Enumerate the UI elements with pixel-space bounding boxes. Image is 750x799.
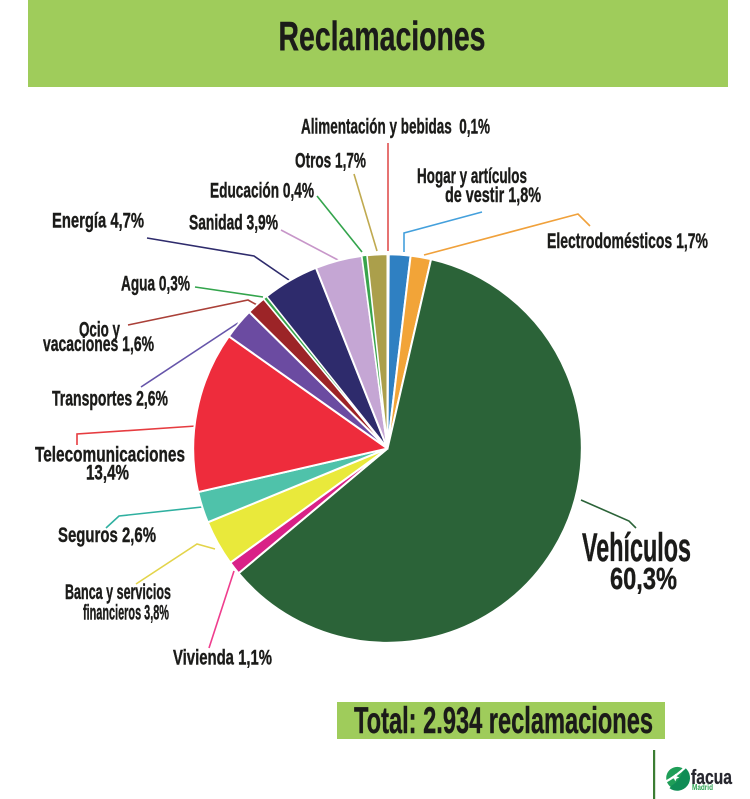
svg-text:Seguros 2,6%: Seguros 2,6%: [58, 523, 156, 547]
svg-text:de vestir 1,8%: de vestir 1,8%: [445, 183, 541, 207]
svg-text:Sanidad 3,9%: Sanidad 3,9%: [189, 211, 278, 235]
svg-text:Reclamaciones: Reclamaciones: [279, 13, 486, 59]
svg-text:Telecomunicaciones: Telecomunicaciones: [35, 443, 185, 467]
svg-text:Total: 2.934 reclamaciones: Total: 2.934 reclamaciones: [354, 700, 653, 741]
svg-text:Ocio y: Ocio y: [79, 318, 120, 342]
svg-text:Madrid: Madrid: [692, 783, 713, 792]
svg-text:Transportes 2,6%: Transportes 2,6%: [52, 387, 168, 411]
svg-text:Electrodomésticos 1,7%: Electrodomésticos 1,7%: [547, 229, 708, 253]
svg-text:Agua 0,3%: Agua 0,3%: [121, 272, 190, 296]
svg-text:Alimentación y bebidas 0,1%: Alimentación y bebidas 0,1%: [301, 115, 490, 139]
svg-text:Energía 4,7%: Energía 4,7%: [52, 209, 144, 233]
svg-text:Banca y servicios: Banca y servicios: [65, 580, 171, 604]
svg-text:Otros 1,7%: Otros 1,7%: [295, 149, 366, 173]
svg-text:Educación 0,4%: Educación 0,4%: [210, 179, 314, 203]
svg-text:13,4%: 13,4%: [86, 461, 129, 485]
svg-text:60,3%: 60,3%: [610, 561, 677, 596]
svg-text:Vivienda 1,1%: Vivienda 1,1%: [173, 646, 272, 670]
svg-text:financieros 3,8%: financieros 3,8%: [83, 601, 169, 625]
svg-text:vacaciones 1,6%: vacaciones 1,6%: [43, 332, 154, 356]
svg-text:Vehículos: Vehículos: [582, 526, 691, 570]
svg-text:facua: facua: [691, 767, 733, 789]
svg-text:Hogar y artículos: Hogar y artículos: [417, 164, 527, 188]
